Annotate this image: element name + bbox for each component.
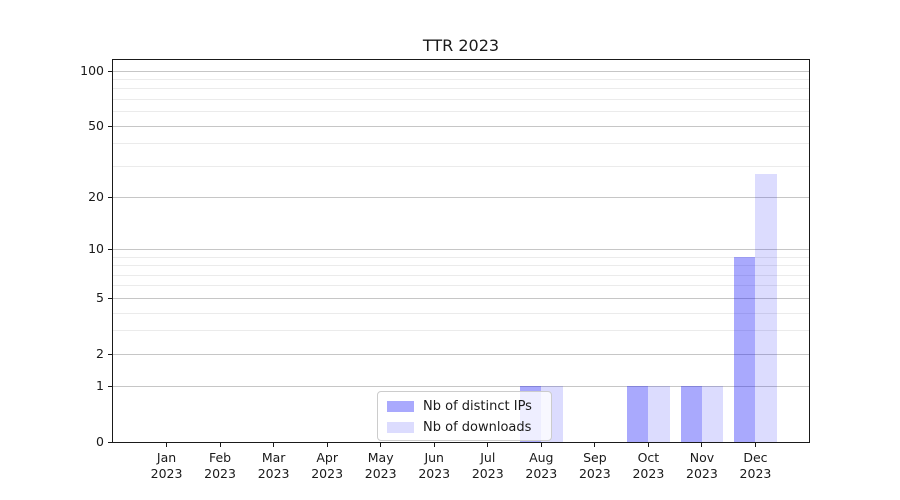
- x-tick-label: Dec 2023: [723, 450, 787, 481]
- y-tick-label: 2: [96, 345, 104, 361]
- x-tick-label: Apr 2023: [295, 450, 359, 481]
- minor-gridline: [113, 274, 809, 276]
- x-tick-year: 2023: [257, 465, 290, 481]
- x-tick-mark: [594, 443, 596, 447]
- minor-gridline: [113, 285, 809, 287]
- major-gridline: [113, 125, 809, 127]
- legend-item-downloads: Nb of downloads: [387, 418, 543, 436]
- x-tick-label: Oct 2023: [616, 450, 680, 481]
- chart-title: TTR 2023: [422, 36, 500, 55]
- x-tick-month: Oct: [637, 450, 660, 465]
- x-tick-mark: [219, 443, 221, 447]
- x-tick-label: Aug 2023: [509, 450, 573, 481]
- x-tick-mark: [540, 443, 542, 447]
- x-tick-year: 2023: [686, 465, 718, 481]
- x-tick-month: Nov: [689, 450, 715, 465]
- x-tick-label: Jan 2023: [135, 450, 199, 481]
- minor-gridline: [113, 143, 809, 145]
- x-tick-year: 2023: [418, 465, 451, 481]
- x-tick-month: Jan: [156, 450, 177, 465]
- major-gridline: [113, 197, 809, 199]
- bar-nb-of-distinct-ips-dec: [734, 256, 756, 442]
- legend-swatch-distinct-ips: [387, 400, 414, 412]
- major-gridline: [113, 297, 809, 299]
- major-gridline: [113, 249, 809, 251]
- x-tick-label: Jul 2023: [456, 450, 520, 481]
- x-tick-mark: [326, 443, 328, 447]
- y-tick-label: 50: [88, 117, 104, 133]
- bar-nb-of-downloads-nov: [701, 386, 724, 442]
- x-tick-month: Mar: [261, 450, 286, 465]
- legend-label-distinct-ips: Nb of distinct IPs: [423, 398, 532, 414]
- x-tick-year: 2023: [739, 465, 772, 481]
- bar-nb-of-distinct-ips-oct: [626, 386, 649, 442]
- minor-gridline: [113, 165, 809, 167]
- legend-item-distinct-ips: Nb of distinct IPs: [387, 397, 543, 415]
- y-tick-label: 10: [88, 241, 104, 257]
- minor-gridline: [113, 111, 809, 113]
- major-gridline: [113, 70, 809, 72]
- x-tick-mark: [754, 443, 756, 447]
- x-tick-year: 2023: [150, 465, 183, 481]
- y-tick-mark: [108, 353, 112, 355]
- x-tick-month: Aug: [529, 450, 554, 465]
- y-tick-label: 5: [96, 289, 104, 305]
- x-tick-year: 2023: [632, 465, 665, 481]
- x-tick-year: 2023: [311, 465, 344, 481]
- x-tick-label: Sep 2023: [563, 450, 627, 481]
- x-tick-label: Nov 2023: [670, 450, 734, 481]
- x-tick-month: Jun: [424, 450, 444, 465]
- x-tick-month: Feb: [208, 450, 232, 465]
- y-tick-mark: [108, 125, 112, 127]
- minor-gridline: [113, 330, 809, 332]
- y-tick-label: 100: [80, 62, 104, 78]
- x-tick-year: 2023: [471, 465, 504, 481]
- bar-nb-of-distinct-ips-nov: [680, 386, 702, 442]
- x-tick-mark: [433, 443, 435, 447]
- x-tick-month: Dec: [743, 450, 768, 465]
- legend-label-downloads: Nb of downloads: [423, 419, 532, 435]
- x-tick-year: 2023: [364, 465, 397, 481]
- minor-gridline: [113, 312, 809, 314]
- x-tick-label: May 2023: [349, 450, 413, 481]
- y-tick-label: 1: [96, 378, 104, 394]
- x-tick-label: Jun 2023: [402, 450, 466, 481]
- x-tick-mark: [166, 443, 168, 447]
- x-tick-label: Feb 2023: [188, 450, 252, 481]
- legend: Nb of distinct IPs Nb of downloads: [377, 391, 552, 441]
- minor-gridline: [113, 265, 809, 267]
- x-tick-month: Apr: [316, 450, 338, 465]
- bar-nb-of-downloads-oct: [648, 386, 670, 442]
- x-tick-mark: [701, 443, 703, 447]
- minor-gridline: [113, 99, 809, 100]
- y-tick-mark: [108, 297, 112, 299]
- x-tick-month: Sep: [583, 450, 607, 465]
- x-tick-month: Jul: [480, 450, 496, 465]
- x-tick-mark: [647, 443, 649, 447]
- minor-gridline: [113, 79, 809, 81]
- x-tick-mark: [487, 443, 489, 447]
- y-tick-label: 20: [88, 189, 104, 205]
- y-tick-mark: [108, 197, 112, 199]
- minor-gridline: [113, 88, 809, 90]
- x-tick-mark: [273, 443, 275, 447]
- legend-swatch-downloads: [387, 421, 414, 433]
- x-tick-month: May: [367, 450, 394, 465]
- y-tick-mark: [108, 442, 112, 443]
- y-tick-mark: [108, 70, 112, 72]
- minor-gridline: [113, 256, 809, 258]
- bar-nb-of-downloads-dec: [755, 173, 777, 442]
- y-tick-mark: [108, 249, 112, 251]
- x-tick-year: 2023: [204, 465, 236, 481]
- y-tick-label: 0: [96, 434, 104, 449]
- plot-area: [112, 59, 810, 443]
- x-tick-year: 2023: [578, 465, 611, 481]
- x-tick-mark: [380, 443, 382, 447]
- major-gridline: [113, 386, 809, 388]
- major-gridline: [113, 353, 809, 355]
- x-tick-year: 2023: [525, 465, 558, 481]
- x-tick-label: Mar 2023: [242, 450, 306, 481]
- y-tick-mark: [108, 386, 112, 388]
